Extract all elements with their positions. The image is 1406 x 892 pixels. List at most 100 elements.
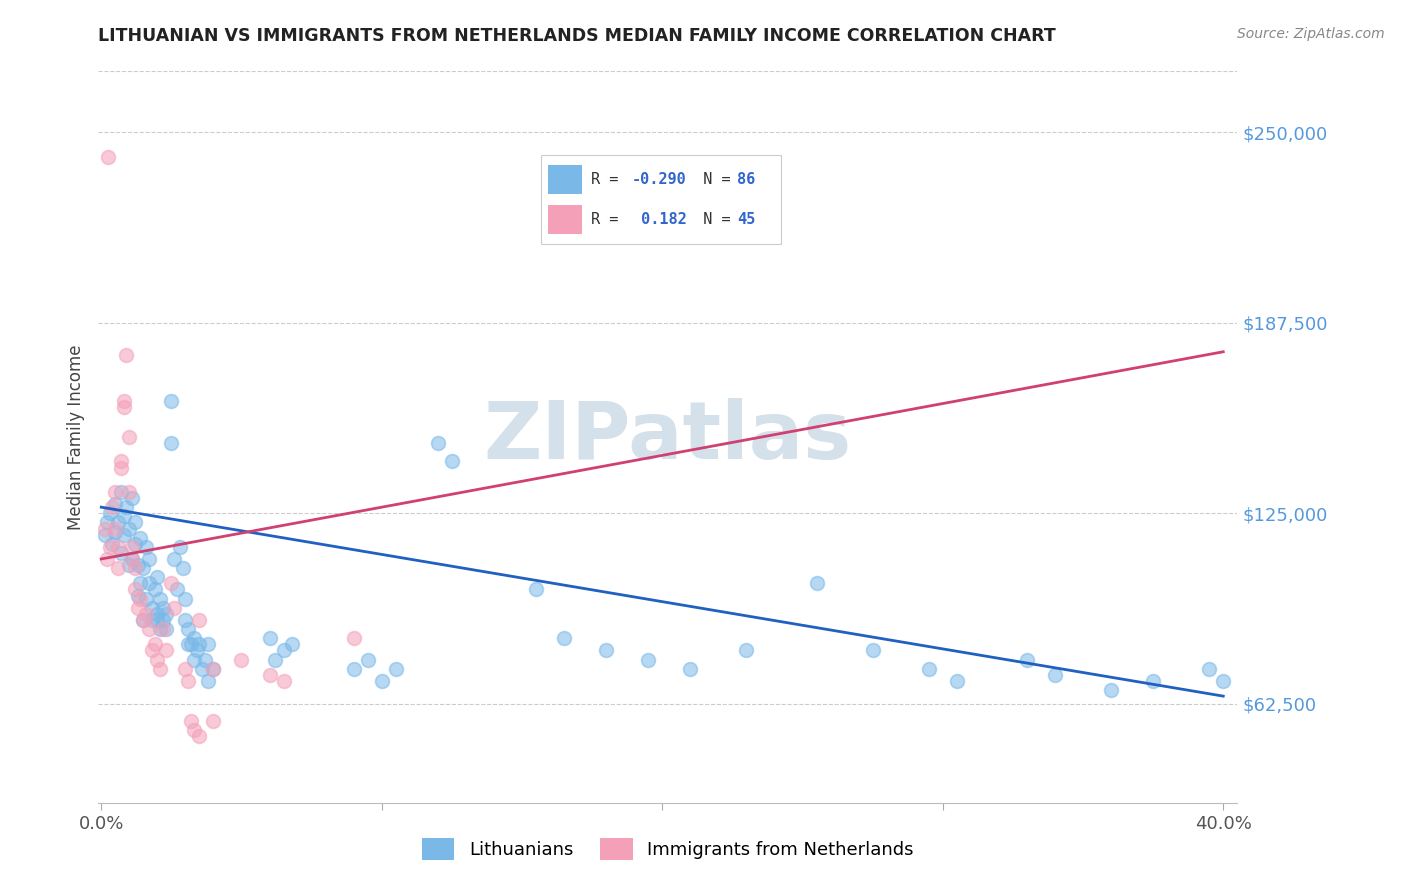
Point (135, 591, 157, 606)
Text: 45: 45 (737, 212, 755, 227)
Point (127, 589, 149, 603)
Point (101, 500, 124, 515)
Point (135, 540, 157, 554)
Point (146, 607, 169, 621)
Point (152, 600, 174, 615)
Point (183, 632, 205, 646)
Point (188, 729, 211, 743)
Point (97, 150, 120, 164)
Point (107, 540, 129, 554)
Point (94, 527, 117, 541)
Point (160, 436, 183, 450)
Point (135, 607, 157, 621)
Point (112, 509, 135, 524)
Point (146, 652, 169, 666)
Point (146, 570, 169, 584)
Point (129, 531, 152, 545)
Point (194, 652, 217, 666)
Point (553, 632, 575, 646)
Point (1212, 673, 1234, 688)
Point (273, 673, 295, 688)
Point (595, 643, 617, 657)
Point (124, 516, 146, 530)
Point (945, 673, 967, 688)
Point (202, 662, 225, 676)
Legend: Lithuanians, Immigrants from Netherlands: Lithuanians, Immigrants from Netherlands (415, 830, 921, 867)
Point (197, 637, 219, 651)
Point (112, 527, 135, 541)
Bar (548, 165, 582, 194)
Point (129, 576, 152, 591)
Point (155, 607, 177, 621)
Point (343, 662, 366, 676)
Point (177, 637, 200, 651)
Point (98, 506, 121, 520)
Point (94, 521, 117, 535)
Point (174, 613, 197, 627)
Point (132, 613, 155, 627)
Point (183, 723, 205, 737)
Point (118, 430, 141, 444)
Point (169, 540, 191, 554)
Point (121, 540, 143, 554)
Text: ZIPatlas: ZIPatlas (484, 398, 852, 476)
Point (735, 643, 758, 657)
Point (115, 348, 138, 362)
Point (1043, 667, 1066, 681)
Point (138, 622, 160, 636)
Point (149, 622, 172, 636)
Point (143, 637, 166, 651)
Point (180, 637, 202, 651)
Point (152, 613, 174, 627)
Point (107, 561, 129, 575)
Point (141, 643, 163, 657)
Text: 86: 86 (737, 172, 755, 186)
Point (124, 537, 146, 551)
Point (259, 667, 281, 681)
Point (384, 662, 406, 676)
Point (160, 576, 183, 591)
Text: 0.182: 0.182 (631, 212, 686, 227)
Point (1015, 652, 1038, 666)
Point (166, 582, 188, 597)
Point (104, 521, 127, 535)
Point (163, 552, 186, 566)
Point (1099, 683, 1122, 698)
Point (127, 558, 149, 573)
Text: N =: N = (685, 212, 740, 227)
Text: Source: ZipAtlas.com: Source: ZipAtlas.com (1237, 27, 1385, 41)
Point (129, 591, 152, 606)
Point (637, 652, 659, 666)
Point (104, 485, 127, 500)
Point (146, 613, 169, 627)
Point (112, 393, 135, 408)
Text: R =: R = (591, 172, 627, 186)
Text: -0.290: -0.290 (631, 172, 686, 186)
Point (197, 673, 219, 688)
Point (357, 652, 380, 666)
Point (180, 714, 202, 728)
Point (110, 546, 132, 560)
Point (143, 582, 166, 597)
Point (202, 662, 225, 676)
Point (524, 582, 547, 597)
Point (259, 632, 281, 646)
Point (127, 600, 149, 615)
Point (112, 400, 135, 414)
Point (806, 576, 828, 591)
Point (121, 552, 143, 566)
Point (264, 652, 287, 666)
Point (115, 500, 138, 515)
Point (862, 643, 884, 657)
Point (281, 637, 304, 651)
Point (191, 662, 214, 676)
Point (163, 600, 186, 615)
Point (155, 643, 177, 657)
Point (98, 540, 121, 554)
Point (141, 613, 163, 627)
Point (172, 561, 194, 575)
Point (104, 524, 127, 539)
Y-axis label: Median Family Income: Median Family Income (66, 344, 84, 530)
Point (1142, 673, 1164, 688)
Point (183, 652, 205, 666)
